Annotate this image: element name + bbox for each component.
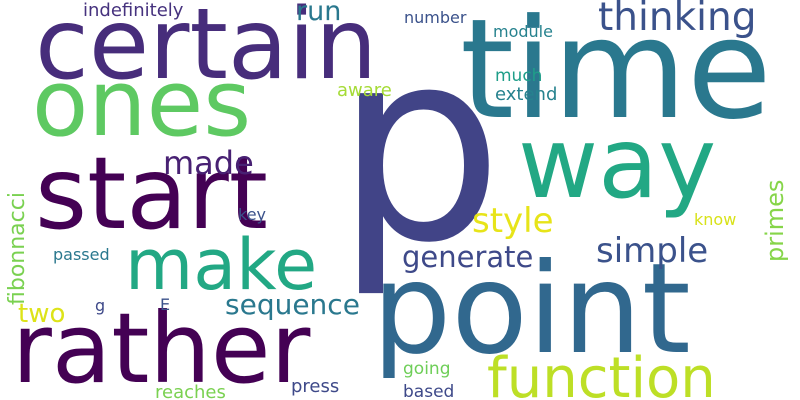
word-function: function <box>487 346 716 400</box>
word-start: start <box>35 135 268 252</box>
word-two: two <box>18 299 65 329</box>
word-style: style <box>472 201 554 241</box>
word-aware: aware <box>337 80 392 101</box>
word-reaches: reaches <box>155 382 226 400</box>
word-extend: extend <box>495 84 557 105</box>
word-fibonnacci: fibonnacci <box>5 192 30 305</box>
word-E: E <box>160 295 170 314</box>
word-much: much <box>495 66 542 86</box>
word-number: number <box>404 8 467 27</box>
word-sequence: sequence <box>225 288 360 321</box>
word-simple: simple <box>596 231 708 271</box>
word-certain: certain <box>35 0 377 102</box>
word-know: know <box>694 210 736 229</box>
word-p: p <box>335 0 503 301</box>
word-primes: primes <box>761 180 789 262</box>
word-thinking: thinking <box>598 0 756 40</box>
word-based: based <box>403 382 454 400</box>
word-point: point <box>372 237 691 382</box>
word-g: g <box>95 296 105 315</box>
word-made: made <box>163 144 254 182</box>
word-module: module <box>493 22 553 41</box>
word-press: press <box>291 376 339 397</box>
word-indefinitely: indefinitely <box>83 0 184 21</box>
word-generate: generate <box>402 240 533 274</box>
word-time: time <box>460 0 772 150</box>
word-rather: rather <box>12 292 311 400</box>
word-make: make <box>125 224 317 306</box>
word-way: way <box>518 107 716 221</box>
word-ones: ones <box>32 50 251 157</box>
word-key: key <box>238 205 266 224</box>
word-run: run <box>296 0 341 27</box>
word-going: going <box>403 359 450 379</box>
word-passed: passed <box>53 245 110 264</box>
